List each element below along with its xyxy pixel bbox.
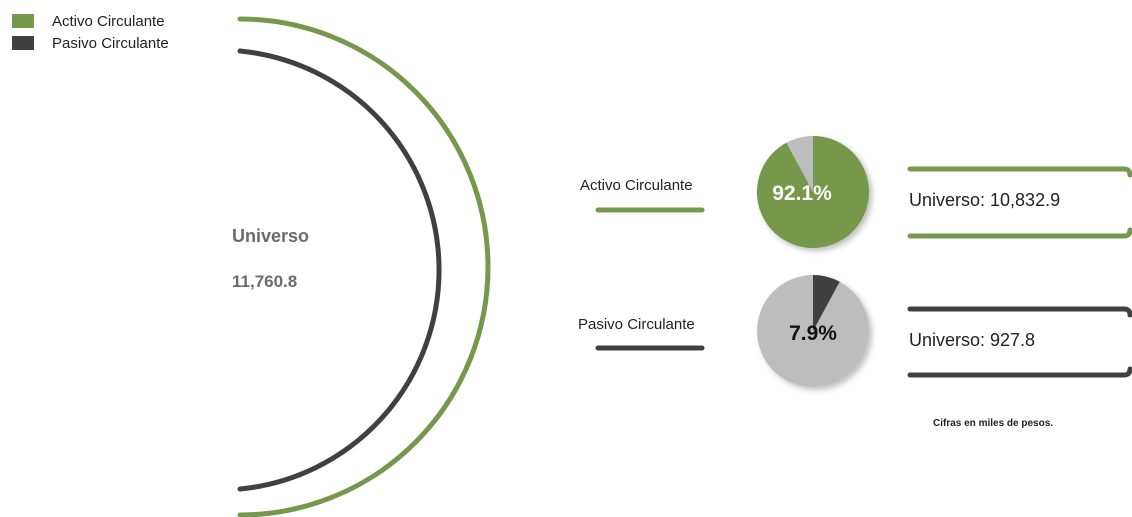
pie-pasivo-slice bbox=[813, 275, 840, 331]
box-pasivo-frame bbox=[907, 306, 1132, 378]
legend-item-activo: Activo Circulante bbox=[12, 10, 169, 32]
outer-arc-activo bbox=[237, 16, 491, 517]
percent-pasivo: 7.9% bbox=[789, 322, 837, 345]
universe-value: 11,760.8 bbox=[232, 272, 298, 291]
footnote: Cifras en miles de pesos. bbox=[933, 418, 1054, 429]
legend-swatch-activo bbox=[12, 14, 34, 28]
pie-activo-slice bbox=[757, 136, 870, 248]
box-pasivo-text: Universo: 927.8 bbox=[909, 330, 1036, 350]
legend-item-pasivo: Pasivo Circulante bbox=[12, 32, 169, 54]
percent-activo: 92.1% bbox=[772, 182, 832, 205]
legend: Activo Circulante Pasivo Circulante bbox=[12, 10, 169, 54]
legend-swatch-pasivo bbox=[12, 36, 34, 50]
box-activo-text: Universo: 10,832.9 bbox=[909, 190, 1061, 210]
legend-label-activo: Activo Circulante bbox=[52, 12, 165, 30]
label-pasivo: Pasivo Circulante bbox=[578, 316, 695, 333]
universe-title: Universo bbox=[232, 226, 310, 246]
legend-label-pasivo: Pasivo Circulante bbox=[52, 34, 169, 52]
pie-pasivo bbox=[757, 275, 869, 387]
pie-activo bbox=[757, 136, 870, 248]
box-activo-frame bbox=[907, 166, 1132, 239]
inner-arc-pasivo bbox=[237, 48, 442, 492]
label-activo: Activo Circulante bbox=[580, 177, 693, 194]
